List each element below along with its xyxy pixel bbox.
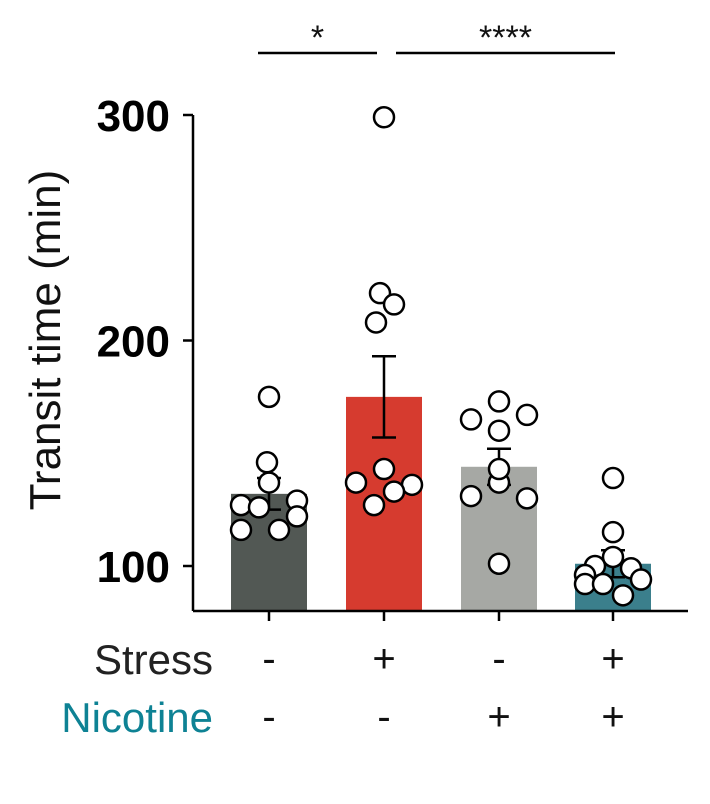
significance-label-1: * bbox=[311, 19, 324, 57]
data-point bbox=[601, 545, 625, 569]
sign-nicotine-4: + bbox=[601, 695, 624, 739]
row-label-stress: Stress bbox=[94, 636, 213, 683]
significance-label-2: **** bbox=[479, 19, 532, 57]
data-point bbox=[487, 390, 511, 413]
data-point bbox=[229, 518, 253, 542]
y-axis-title: Transit time (min) bbox=[21, 170, 70, 511]
data-point bbox=[487, 457, 511, 481]
data-point bbox=[372, 106, 396, 129]
data-point bbox=[247, 496, 271, 519]
data-point bbox=[487, 419, 511, 442]
sign-nicotine-2: - bbox=[377, 695, 390, 739]
data-point bbox=[372, 457, 396, 481]
data-point bbox=[364, 311, 388, 334]
data-point bbox=[591, 572, 615, 596]
data-point bbox=[459, 484, 483, 508]
data-point bbox=[382, 480, 406, 503]
data-point bbox=[601, 520, 625, 544]
sign-stress-3: - bbox=[492, 637, 505, 681]
data-point bbox=[257, 385, 281, 409]
data-point bbox=[267, 518, 291, 542]
data-point bbox=[344, 471, 368, 494]
y-tick-label-300: 300 bbox=[97, 92, 170, 141]
row-label-nicotine: Nicotine bbox=[61, 694, 213, 741]
sign-stress-1: - bbox=[262, 637, 275, 681]
data-point bbox=[459, 408, 483, 431]
data-point bbox=[487, 552, 511, 575]
y-tick-label-100: 100 bbox=[97, 543, 170, 592]
data-point bbox=[257, 471, 281, 494]
data-point bbox=[285, 505, 309, 528]
data-point bbox=[515, 403, 539, 427]
data-point bbox=[515, 487, 539, 510]
data-point bbox=[629, 568, 653, 591]
sign-nicotine-3: + bbox=[487, 695, 510, 739]
data-point bbox=[382, 293, 406, 316]
data-point bbox=[601, 466, 625, 490]
sign-nicotine-1: - bbox=[262, 695, 275, 739]
y-tick-label-200: 200 bbox=[97, 318, 170, 367]
data-point bbox=[611, 584, 635, 607]
data-point bbox=[255, 451, 279, 474]
data-point bbox=[362, 493, 386, 517]
sign-stress-2: + bbox=[372, 637, 395, 681]
sign-stress-4: + bbox=[601, 637, 624, 681]
